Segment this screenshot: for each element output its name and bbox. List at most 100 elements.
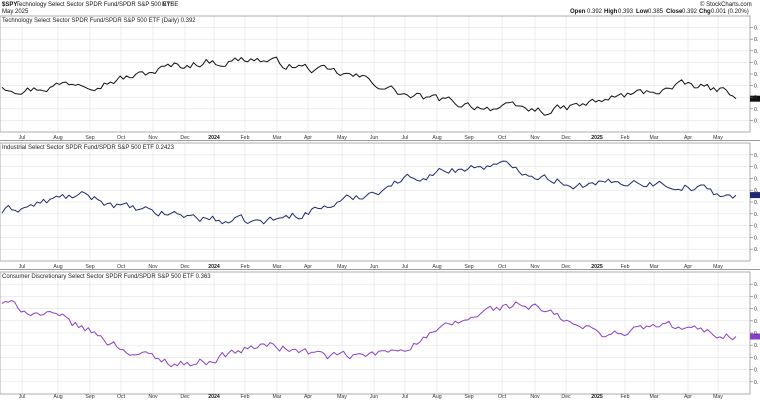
y-tick-label: 0. <box>754 380 758 386</box>
x-tick-label: Feb <box>621 394 630 400</box>
y-tick-label: 0. <box>754 235 758 241</box>
symbol-description: Technology Select Sector SPDR Fund/SPDR … <box>16 2 174 8</box>
x-tick-label: Feb <box>621 135 630 141</box>
x-tick-label: Apr <box>684 394 692 400</box>
x-tick-label: Jul <box>402 394 409 400</box>
close-label: Close <box>666 9 683 15</box>
y-tick-label: 0. <box>754 37 758 43</box>
y-tick-label: 0. <box>754 294 758 300</box>
y-tick-label: 0. <box>754 165 758 171</box>
y-tick-label: 0. <box>754 84 758 90</box>
x-tick-label: Sep <box>85 394 94 400</box>
x-tick-label: Dec <box>561 394 571 400</box>
x-tick-label: Mar <box>650 394 659 400</box>
pane-title: Technology Select Sector SPDR Fund/SPDR … <box>2 18 196 24</box>
pane-1: Technology Select Sector SPDR Fund/SPDR … <box>0 15 760 141</box>
last-value-badge <box>750 95 760 102</box>
x-tick-label: Dec <box>180 135 190 141</box>
y-tick-label: 0. <box>754 212 758 218</box>
low-value: 0.385 <box>648 9 664 15</box>
x-tick-label: 2025 <box>591 394 603 400</box>
x-tick-label: Oct <box>498 394 507 400</box>
open-label: Open <box>570 9 586 15</box>
y-tick-label: 0. <box>754 49 758 55</box>
series-line <box>1 56 737 116</box>
x-tick-label: Aug <box>53 135 62 141</box>
y-tick-label: 0. <box>754 307 758 313</box>
x-tick-label: Nov <box>148 264 158 270</box>
chg-value: 0.001 (0.20%) <box>711 9 749 15</box>
chg-label: Chg <box>699 9 711 15</box>
x-tick-label: Feb <box>241 264 250 270</box>
y-tick-label: 0. <box>754 319 758 325</box>
x-tick-label: Dec <box>561 135 571 141</box>
y-tick-label: 0. <box>754 355 758 361</box>
chart-panes: Technology Select Sector SPDR Fund/SPDR … <box>0 15 760 400</box>
y-tick-label: 0. <box>754 153 758 159</box>
x-tick-label: May <box>713 135 723 141</box>
x-tick-label: Apr <box>684 135 692 141</box>
x-tick-label: Mar <box>273 264 282 270</box>
y-tick-label: 0. <box>754 200 758 206</box>
x-tick-label: Jun <box>370 135 378 141</box>
x-tick-label: Oct <box>117 394 126 400</box>
x-tick-label: May <box>337 135 347 141</box>
date-label: May 2025 <box>2 9 29 15</box>
x-tick-label: Aug <box>53 264 62 270</box>
y-tick-label: 0. <box>754 118 758 124</box>
y-tick-label: 0. <box>754 176 758 182</box>
x-tick-label: Jul <box>402 135 409 141</box>
x-tick-label: Aug <box>432 394 441 400</box>
x-tick-label: Sep <box>464 264 473 270</box>
x-tick-label: Nov <box>530 264 540 270</box>
x-tick-label: Jun <box>370 264 378 270</box>
y-tick-label: 0. <box>754 26 758 32</box>
x-tick-label: 2025 <box>591 264 603 270</box>
x-tick-label: Sep <box>464 135 473 141</box>
x-tick-label: Jul <box>402 264 409 270</box>
x-tick-label: Dec <box>180 394 190 400</box>
x-tick-label: Nov <box>530 135 540 141</box>
series-line <box>1 160 737 225</box>
x-tick-label: Mar <box>650 135 659 141</box>
high-label: High <box>604 9 618 15</box>
y-tick-label: 0. <box>754 107 758 113</box>
x-tick-label: 2024 <box>208 394 220 400</box>
symbol-label: $SPY <box>2 2 17 8</box>
x-tick-label: Oct <box>498 135 507 141</box>
y-tick-label: 0. <box>754 331 758 337</box>
pane-title: Consumer Discretionary Select Sector SPD… <box>2 274 211 280</box>
y-tick-label: 0. <box>754 95 758 101</box>
x-tick-label: Sep <box>464 394 473 400</box>
x-tick-label: Apr <box>304 394 312 400</box>
y-tick-label: 0. <box>754 72 758 78</box>
x-tick-label: Aug <box>432 264 441 270</box>
x-tick-label: Feb <box>241 135 250 141</box>
y-tick-label: 0. <box>754 188 758 194</box>
watermark: © StockCharts.com <box>700 1 752 8</box>
x-tick-label: Mar <box>273 394 282 400</box>
x-tick-label: Nov <box>530 394 540 400</box>
x-tick-label: Jul <box>19 394 26 400</box>
x-tick-label: May <box>337 264 347 270</box>
y-tick-label: 0. <box>754 60 758 66</box>
x-tick-label: Aug <box>432 135 441 141</box>
x-tick-label: Sep <box>85 135 94 141</box>
x-tick-label: 2024 <box>208 264 220 270</box>
pane-3: Consumer Discretionary Select Sector SPD… <box>0 271 760 400</box>
x-tick-label: May <box>337 394 347 400</box>
y-tick-label: 0. <box>754 247 758 253</box>
x-tick-label: Sep <box>85 264 94 270</box>
pane-title: Industrial Select Sector SPDR Fund/SPDR … <box>2 145 175 151</box>
open-value: 0.392 <box>587 9 603 15</box>
low-label: Low <box>636 9 648 15</box>
close-value: 0.392 <box>682 9 698 15</box>
last-value-badge <box>750 333 760 340</box>
series-line <box>1 299 737 368</box>
x-tick-label: May <box>713 264 723 270</box>
y-tick-label: 0. <box>754 343 758 349</box>
x-tick-label: Jul <box>19 264 26 270</box>
x-tick-label: Nov <box>148 135 158 141</box>
